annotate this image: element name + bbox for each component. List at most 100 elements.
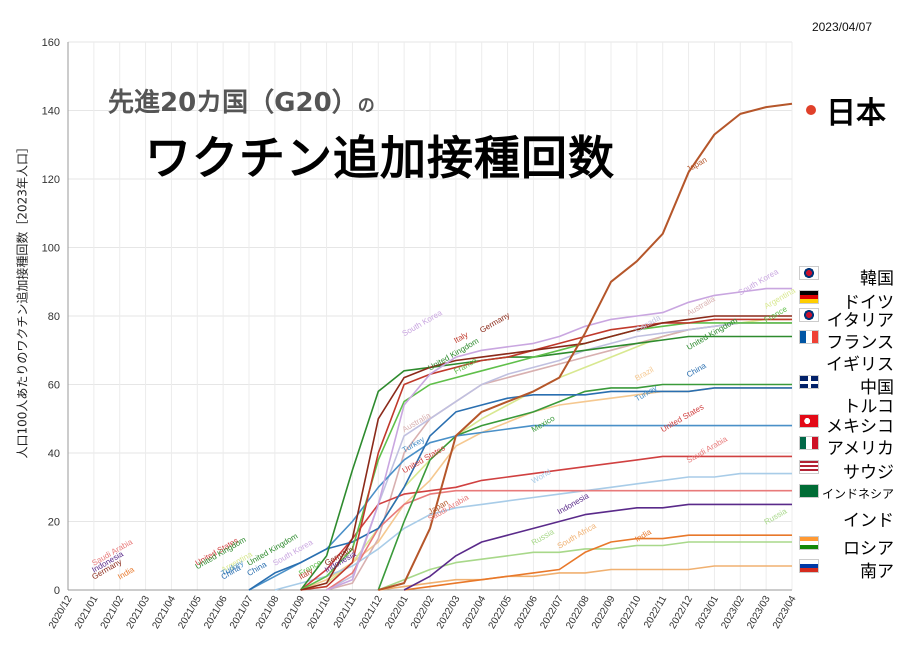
legend-label: イタリア bbox=[826, 311, 894, 331]
x-tick-label: 2020/12 bbox=[47, 594, 75, 631]
legend-item: イギリス bbox=[795, 350, 900, 375]
legend: 韓国ドイツ イタリア フランス イギリス中国 トルコ メキシコ アメリカサウジインドネシアイ… bbox=[795, 0, 900, 658]
sa-flag-icon bbox=[799, 484, 819, 498]
y-axis-label: 人口100人あたりのワクチン追加接種回数［2023年人口］ bbox=[15, 141, 30, 459]
x-tick-label: 2022/10 bbox=[616, 594, 644, 631]
x-tick-label: 2021/05 bbox=[176, 594, 204, 631]
series-line-south-korea bbox=[326, 287, 792, 591]
x-tick-label: 2021/08 bbox=[254, 594, 282, 631]
legend-label: イギリス bbox=[826, 355, 894, 375]
x-tick-label: 2021/11 bbox=[332, 594, 359, 631]
line-label: United Kingdom bbox=[685, 316, 739, 352]
series-line-turkey bbox=[248, 424, 792, 591]
legend-item: 中国 bbox=[795, 373, 900, 398]
legend-item: 韓国 bbox=[795, 264, 900, 289]
legend-label: ロシア bbox=[843, 539, 894, 559]
legend-item: トルコ bbox=[795, 392, 900, 417]
japan-marker-dot bbox=[806, 105, 816, 115]
legend-label: インドネシア bbox=[821, 487, 894, 501]
line-label: Australia bbox=[685, 294, 717, 318]
legend-item: イタリア bbox=[795, 306, 900, 331]
x-tick-label: 2022/08 bbox=[564, 594, 592, 631]
uk-flag-icon bbox=[799, 375, 819, 389]
chart-title-suffix: の bbox=[357, 96, 375, 116]
y-tick-label: 160 bbox=[42, 37, 60, 49]
legend-label-japan: 日本 bbox=[826, 96, 886, 131]
de-flag-icon bbox=[799, 290, 819, 304]
chart-title-line2: ワクチン追加接種回数 bbox=[145, 131, 615, 185]
chart-title-line1: 先進20カ国（G20）の bbox=[108, 82, 375, 119]
x-tick-label: 2021/01 bbox=[73, 594, 101, 631]
legend-label: ドイツ bbox=[843, 293, 894, 313]
legend-item: 南ア bbox=[795, 557, 900, 582]
y-tick-label: 40 bbox=[48, 448, 60, 460]
x-tick-label: 2021/06 bbox=[202, 594, 230, 631]
x-tick-label: 2021/10 bbox=[306, 594, 334, 631]
series-line-argentina bbox=[300, 318, 792, 591]
series-line-italy bbox=[300, 318, 792, 591]
legend-item: インド bbox=[795, 506, 900, 531]
legend-label: メキシコ bbox=[826, 417, 894, 437]
x-tick-label: 2023/02 bbox=[719, 594, 747, 631]
x-tick-label: 2021/02 bbox=[99, 594, 127, 631]
x-tick-label: 2021/04 bbox=[150, 594, 178, 631]
legend-label: トルコ bbox=[843, 397, 894, 417]
legend-item: インドネシア bbox=[795, 482, 900, 504]
kr-flag-icon bbox=[799, 308, 819, 322]
y-tick-label: 20 bbox=[48, 517, 60, 529]
tr-flag-icon bbox=[799, 414, 819, 428]
x-tick-label: 2022/12 bbox=[668, 594, 696, 631]
series-line-united-states bbox=[300, 455, 792, 591]
series-line-russia bbox=[378, 541, 792, 591]
y-tick-label: 140 bbox=[42, 106, 60, 118]
x-tick-label: 2022/07 bbox=[538, 594, 566, 631]
mx-flag-icon bbox=[799, 436, 819, 450]
series-line-germany bbox=[300, 315, 792, 591]
x-tick-label: 2022/06 bbox=[512, 594, 540, 631]
x-tick-label: 2022/01 bbox=[383, 594, 411, 631]
date-stamp: 2023/04/07 bbox=[811, 20, 872, 34]
legend-label: 南ア bbox=[860, 562, 894, 582]
legend-label: サウジ bbox=[843, 463, 894, 483]
x-tick-label: 2022/02 bbox=[409, 594, 437, 631]
series-line-saudi-arabia bbox=[326, 489, 792, 591]
legend-item: アメリカ bbox=[795, 434, 900, 459]
x-tick-label: 2022/03 bbox=[435, 594, 463, 631]
legend-label: アメリカ bbox=[826, 439, 894, 459]
series-line-japan bbox=[378, 102, 793, 591]
x-tick-label: 2022/11 bbox=[642, 594, 669, 631]
kr-flag-icon bbox=[799, 266, 819, 280]
line-label: Germany bbox=[478, 311, 511, 335]
ru-flag-icon bbox=[799, 559, 819, 573]
legend-item: ロシア bbox=[795, 534, 900, 559]
line-label: South Korea bbox=[401, 308, 444, 338]
fr-flag-icon bbox=[799, 330, 819, 344]
line-label: Saudi Arabia bbox=[685, 434, 729, 465]
legend-item: メキシコ bbox=[795, 412, 900, 437]
legend-item: ドイツ bbox=[795, 288, 900, 313]
x-tick-label: 2023/03 bbox=[745, 594, 773, 631]
in-flag-icon bbox=[799, 536, 819, 550]
x-tick-label: 2021/03 bbox=[125, 594, 153, 631]
y-tick-label: 80 bbox=[48, 311, 60, 323]
chart-title-main: 先進20カ国（G20） bbox=[108, 88, 358, 118]
x-tick-label: 2022/05 bbox=[487, 594, 515, 631]
y-tick-label: 120 bbox=[42, 174, 60, 186]
line-label: South Africa bbox=[556, 521, 598, 551]
series-line-canada bbox=[326, 322, 792, 591]
line-label: South Korea bbox=[737, 267, 780, 297]
series-line-france bbox=[300, 322, 792, 591]
line-label: United States bbox=[659, 402, 705, 434]
series-line-india bbox=[403, 534, 792, 591]
x-tick-label: 2022/09 bbox=[590, 594, 618, 631]
y-tick-label: 100 bbox=[42, 243, 60, 255]
series-line-mexico bbox=[377, 383, 792, 591]
series-line-united-kingdom bbox=[300, 335, 792, 591]
series-line-world bbox=[274, 472, 792, 591]
x-tick-label: 2021/12 bbox=[357, 594, 385, 631]
legend-item: フランス bbox=[795, 328, 900, 353]
us-flag-icon bbox=[799, 460, 819, 474]
x-tick-label: 2021/09 bbox=[280, 594, 308, 631]
legend-label: 中国 bbox=[860, 378, 894, 398]
